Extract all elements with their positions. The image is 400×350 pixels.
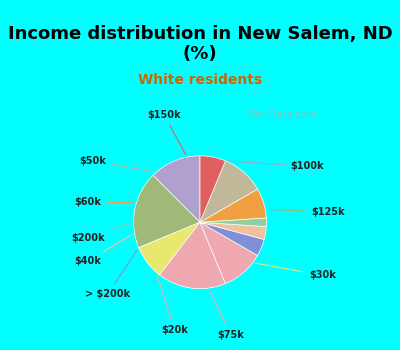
Text: Income distribution in New Salem, ND
(%): Income distribution in New Salem, ND (%) [8,25,392,63]
Wedge shape [200,222,264,256]
Text: $20k: $20k [157,275,188,335]
Wedge shape [139,222,200,275]
Text: City-Data.com: City-Data.com [247,110,317,120]
Wedge shape [160,222,226,289]
Text: White residents: White residents [138,74,262,88]
Wedge shape [200,156,226,222]
Wedge shape [200,189,266,222]
Wedge shape [200,222,258,284]
Text: > $200k: > $200k [86,250,137,299]
Text: $50k: $50k [79,156,154,172]
Wedge shape [200,218,266,226]
Text: $100k: $100k [228,161,324,171]
Text: $75k: $75k [210,290,244,340]
Wedge shape [200,161,258,222]
Text: $30k: $30k [256,263,336,280]
Text: $200k: $200k [71,223,131,243]
Text: $150k: $150k [148,110,186,155]
Text: $40k: $40k [74,234,132,266]
Text: $60k: $60k [74,197,134,207]
Wedge shape [153,156,200,222]
Wedge shape [200,222,266,239]
Wedge shape [134,175,200,248]
Text: $125k: $125k [268,207,344,217]
